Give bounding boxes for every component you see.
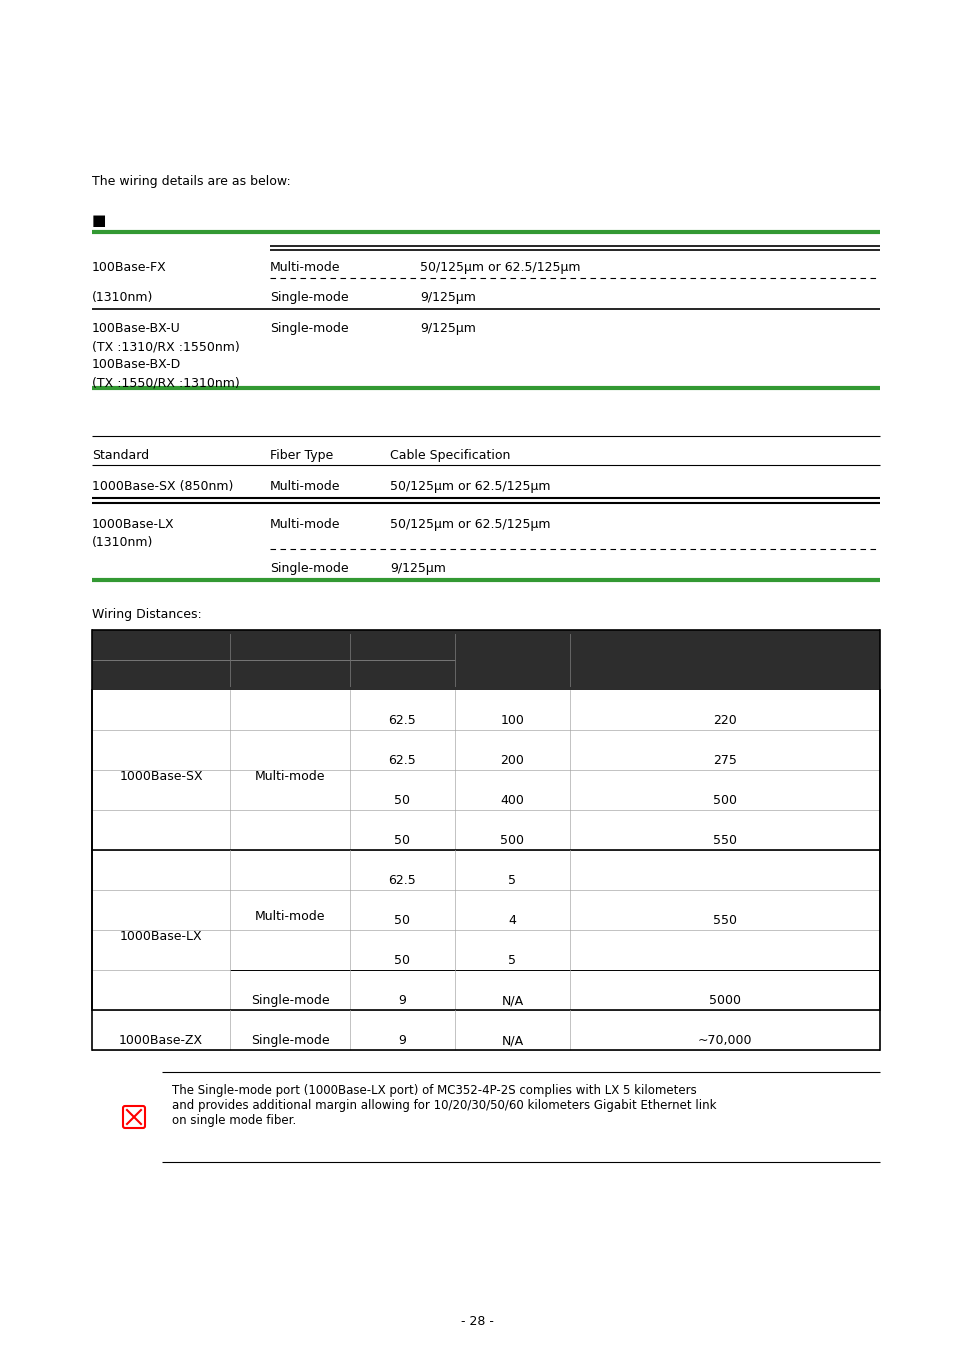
Text: (TX :1310/RX :1550nm): (TX :1310/RX :1550nm) (91, 340, 239, 352)
Text: Single-mode: Single-mode (270, 292, 348, 304)
Text: 220: 220 (713, 714, 736, 728)
Text: 275: 275 (712, 755, 736, 767)
Text: 5000: 5000 (708, 994, 740, 1007)
Text: ■: ■ (91, 213, 107, 228)
Text: 4: 4 (508, 914, 516, 927)
Text: 1000Base-SX: 1000Base-SX (119, 769, 203, 783)
Text: Multi-mode: Multi-mode (254, 769, 325, 783)
Text: 50: 50 (395, 954, 410, 967)
Text: The wiring details are as below:: The wiring details are as below: (91, 176, 291, 188)
Text: 400: 400 (500, 794, 524, 807)
Text: 100Base-BX-D: 100Base-BX-D (91, 358, 181, 371)
Text: 50: 50 (395, 794, 410, 807)
Text: Standard: Standard (91, 450, 149, 462)
Text: 62.5: 62.5 (388, 755, 416, 767)
Text: Multi-mode: Multi-mode (270, 261, 340, 274)
Text: 550: 550 (712, 834, 737, 846)
Text: 1000Base-SX (850nm): 1000Base-SX (850nm) (91, 481, 233, 493)
Text: Multi-mode: Multi-mode (254, 910, 325, 922)
Text: Multi-mode: Multi-mode (270, 481, 340, 493)
Text: 50/125μm or 62.5/125μm: 50/125μm or 62.5/125μm (390, 518, 550, 531)
Text: Fiber Type: Fiber Type (270, 450, 333, 462)
Text: 550: 550 (712, 914, 737, 927)
Text: 5: 5 (508, 873, 516, 887)
Text: 1000Base-ZX: 1000Base-ZX (119, 1034, 203, 1048)
Text: 9/125μm: 9/125μm (390, 562, 445, 575)
Text: (1310nm): (1310nm) (91, 536, 153, 549)
Text: 62.5: 62.5 (388, 714, 416, 728)
Text: 50: 50 (395, 914, 410, 927)
Text: 9: 9 (398, 994, 406, 1007)
Text: 50/125μm or 62.5/125μm: 50/125μm or 62.5/125μm (419, 261, 579, 274)
Text: 1000Base-LX: 1000Base-LX (119, 930, 202, 942)
Text: (1310nm): (1310nm) (91, 292, 153, 304)
Text: 62.5: 62.5 (388, 873, 416, 887)
Text: N/A: N/A (501, 1034, 523, 1048)
Text: 500: 500 (500, 834, 524, 846)
Text: The Single-mode port (1000Base-LX port) of MC352-4P-2S complies with LX 5 kilome: The Single-mode port (1000Base-LX port) … (172, 1084, 716, 1127)
Text: (TX :1550/RX :1310nm): (TX :1550/RX :1310nm) (91, 377, 239, 389)
Text: - 28 -: - 28 - (460, 1315, 493, 1328)
Text: Single-mode: Single-mode (251, 994, 329, 1007)
Text: 100: 100 (500, 714, 524, 728)
Text: 1000Base-LX: 1000Base-LX (91, 518, 174, 531)
Text: Multi-mode: Multi-mode (270, 518, 340, 531)
Text: 100Base-BX-U: 100Base-BX-U (91, 323, 180, 335)
Text: 5: 5 (508, 954, 516, 967)
Text: Single-mode: Single-mode (270, 562, 348, 575)
Text: 100Base-FX: 100Base-FX (91, 261, 167, 274)
Text: Single-mode: Single-mode (270, 323, 348, 335)
Text: ~70,000: ~70,000 (697, 1034, 752, 1048)
Text: 50: 50 (395, 834, 410, 846)
Text: Cable Specification: Cable Specification (390, 450, 510, 462)
Text: Single-mode: Single-mode (251, 1034, 329, 1048)
Text: 500: 500 (712, 794, 737, 807)
Text: N/A: N/A (501, 994, 523, 1007)
Text: 9/125μm: 9/125μm (419, 323, 476, 335)
Text: 200: 200 (500, 755, 524, 767)
Text: 9: 9 (398, 1034, 406, 1048)
Bar (91, 630, 879, 690)
Text: Wiring Distances:: Wiring Distances: (91, 608, 201, 621)
Text: 9/125μm: 9/125μm (419, 292, 476, 304)
Text: 50/125μm or 62.5/125μm: 50/125μm or 62.5/125μm (390, 481, 550, 493)
